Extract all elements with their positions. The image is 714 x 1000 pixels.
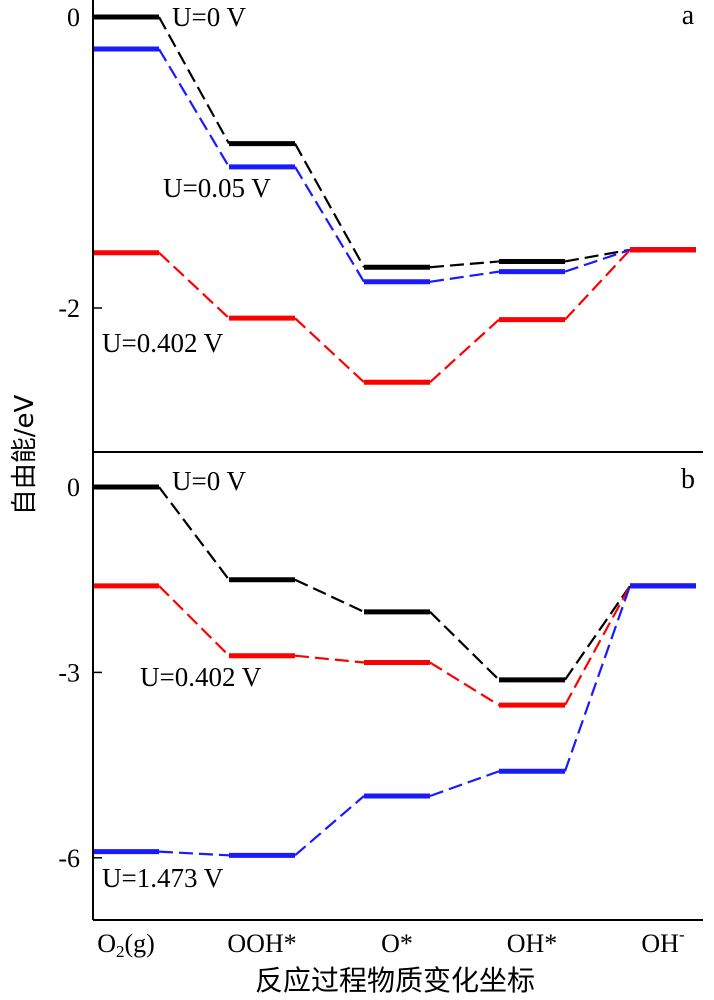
y-tick-label: -2 bbox=[58, 294, 80, 323]
connector-line bbox=[564, 585, 631, 706]
y-tick-label: -6 bbox=[58, 844, 80, 873]
connector-line bbox=[429, 611, 500, 681]
connector-line bbox=[429, 270, 500, 283]
x-tick-label: OH- bbox=[641, 925, 685, 958]
x-tick-labels: O2(g) OOH* O* OH* OH- bbox=[97, 925, 685, 961]
x-tick-label: OH* bbox=[507, 929, 558, 958]
connector-line bbox=[158, 16, 230, 145]
connector-line bbox=[294, 166, 365, 283]
series-label: U=1.473 V bbox=[102, 863, 224, 893]
panel-label: a bbox=[682, 0, 695, 31]
connector-line bbox=[429, 318, 500, 384]
connector-line bbox=[564, 248, 631, 273]
y-tick-label: 0 bbox=[67, 473, 80, 502]
y-tick-label: 0 bbox=[67, 3, 80, 32]
x-tick-label: OOH* bbox=[227, 929, 296, 958]
series-label: U=0.05 V bbox=[163, 173, 271, 203]
connector-line bbox=[158, 850, 230, 857]
panel-label: b bbox=[681, 464, 695, 495]
x-tick-label: O2(g) bbox=[97, 929, 155, 961]
y-axis-label: 自由能/eV bbox=[10, 395, 40, 516]
connector-line bbox=[294, 795, 365, 857]
connector-line bbox=[429, 770, 500, 798]
connector-line bbox=[429, 260, 500, 269]
series-label: U=0 V bbox=[172, 466, 246, 496]
connector-line bbox=[564, 248, 631, 263]
series-u-0-402-v bbox=[93, 583, 696, 708]
connector-line bbox=[563, 585, 632, 772]
series-u-1-473-v bbox=[93, 583, 696, 858]
connector-line bbox=[158, 251, 230, 319]
connector-line bbox=[294, 317, 365, 384]
x-tick-label: O* bbox=[381, 929, 413, 958]
connector-line bbox=[294, 143, 365, 268]
connector-line bbox=[158, 486, 230, 581]
connector-line bbox=[429, 661, 500, 707]
panel-b: 0 -3 -6 U=0 V U=0.402 V U=1.473 V b bbox=[58, 464, 696, 893]
series-label: U=0.402 V bbox=[102, 328, 224, 358]
y-tick-label: -3 bbox=[58, 658, 80, 687]
series-label: U=0.402 V bbox=[140, 662, 262, 692]
series-label: U=0 V bbox=[172, 2, 246, 32]
connector-line bbox=[294, 578, 365, 613]
panel-a: 0 -2 U=0 V U=0.05 V U=0.402 V a bbox=[58, 0, 696, 385]
connector-line bbox=[158, 585, 230, 657]
connector-line bbox=[294, 654, 365, 664]
series-u-0-v bbox=[93, 484, 696, 683]
connector-line bbox=[564, 585, 631, 681]
axes-frame bbox=[92, 0, 703, 921]
connector-line bbox=[158, 48, 230, 168]
x-axis-label: 反应过程物质变化坐标 bbox=[255, 965, 535, 997]
series-u-0-v bbox=[93, 14, 696, 270]
series-u-0-402-v bbox=[93, 247, 696, 385]
connector-line bbox=[564, 249, 631, 321]
series-u-0-05-v bbox=[93, 46, 696, 285]
